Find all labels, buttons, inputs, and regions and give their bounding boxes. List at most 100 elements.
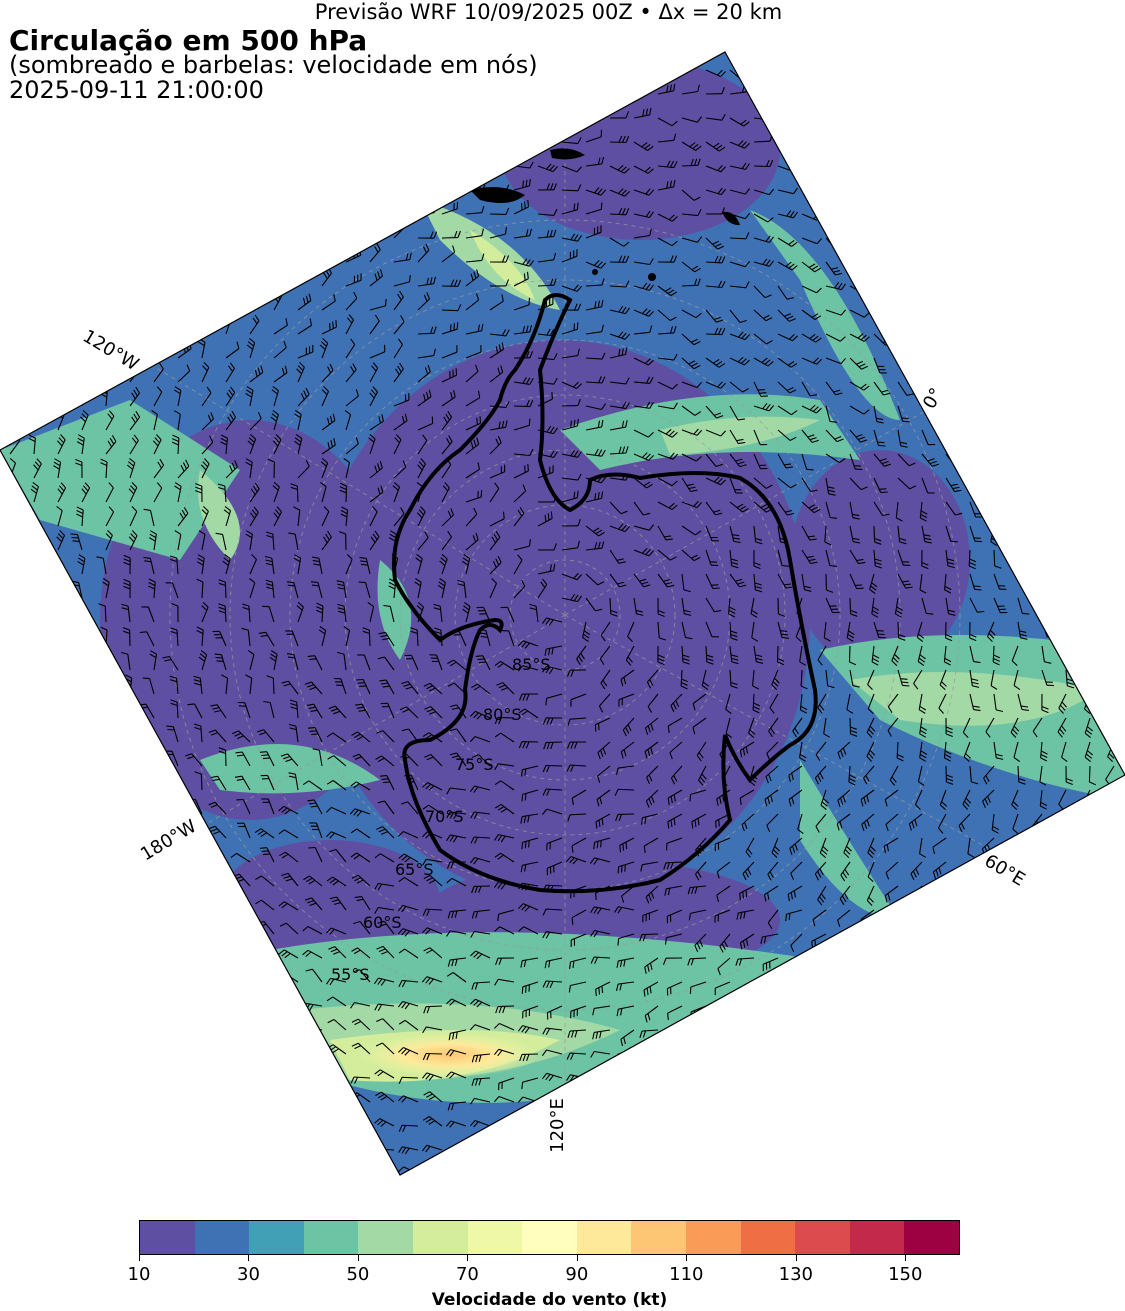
wind-barb-feather [954, 220, 962, 224]
wind-barb-feather [130, 485, 136, 492]
wind-barb-feather [101, 677, 109, 683]
wind-barb-feather [1089, 781, 1097, 786]
wind-barb-feather [88, 127, 93, 135]
wind-barb [705, 573, 714, 589]
wind-barb-feather [17, 99, 22, 107]
wind-barb-feather [429, 231, 434, 239]
wind-barb-feather [250, 488, 256, 496]
wind-barb-feather [980, 286, 987, 292]
wind-barb-feather [541, 617, 547, 624]
wind-barb-feather [425, 243, 430, 251]
wind-barb [585, 136, 602, 143]
wind-barb-feather [821, 801, 828, 807]
wind-barb-feather [262, 853, 271, 856]
wind-barb-feather [697, 818, 700, 826]
wind-barb [1041, 357, 1045, 374]
wind-barb-feather [981, 388, 989, 393]
wind-barb-feather [139, 224, 142, 232]
wind-barb-feather [481, 323, 484, 331]
wind-barb-feather [426, 909, 431, 917]
wind-barb-feather [525, 741, 530, 749]
wind-barb-feather [645, 86, 650, 94]
wind-barb-feather [154, 437, 161, 444]
wind-barb [105, 300, 120, 311]
wind-barb-feather [150, 530, 157, 535]
wind-barb-feather [114, 316, 118, 324]
wind-barb-feather [1109, 677, 1116, 684]
wind-barb [129, 273, 141, 287]
wind-barb-feather [267, 458, 275, 463]
wind-barb-feather [216, 660, 224, 662]
wind-barb [777, 333, 793, 342]
wind-barb-feather [446, 787, 451, 795]
wind-barb-feather [76, 770, 84, 775]
wind-barb [153, 134, 169, 143]
wind-barb-feather [548, 667, 554, 675]
wind-barb-feather [335, 320, 337, 328]
wind-barb [884, 789, 899, 801]
wind-barb [513, 133, 528, 143]
wind-barb-feather [356, 678, 364, 681]
wind-barb-feather [621, 255, 626, 263]
wind-barb [345, 186, 362, 191]
wind-barb-feather [447, 911, 451, 919]
wind-barb [513, 331, 530, 335]
wind-barb-feather [1039, 781, 1047, 786]
wind-barb [214, 801, 227, 815]
wind-barb-feather [694, 886, 698, 894]
wind-barb-feather [203, 362, 210, 368]
wind-barb [297, 510, 301, 527]
wind-barb [406, 706, 419, 719]
wind-barb [81, 629, 84, 647]
wind-barb [393, 281, 410, 287]
wind-barb-feather [996, 757, 1004, 760]
wind-barb [57, 341, 60, 359]
wind-barb-feather [742, 388, 749, 393]
wind-barb [356, 828, 371, 839]
wind-barb-feather [635, 609, 643, 613]
wind-barb-feather [255, 75, 261, 82]
wind-barb-feather [470, 811, 475, 819]
wind-barb-feather [420, 506, 426, 513]
wind-barb-feather [983, 777, 988, 785]
wind-barb-feather [837, 188, 843, 195]
wind-barb-feather [262, 223, 265, 231]
wind-barb-feather [976, 216, 984, 221]
wind-barb [849, 357, 862, 370]
wind-barb-feather [737, 356, 744, 363]
wind-barb-feather [58, 485, 65, 492]
wind-barb-feather [478, 661, 486, 664]
wind-barb-feather [75, 458, 83, 463]
wind-barb-feather [254, 102, 259, 109]
wind-barb-feather [36, 296, 41, 304]
wind-barb-feather [348, 314, 354, 321]
wind-barb-feather [93, 270, 97, 278]
wind-barb [9, 319, 18, 335]
wind-barb [297, 414, 302, 431]
wind-barb-feather [92, 847, 100, 849]
wind-barb [489, 518, 505, 527]
wind-barb-feather [701, 685, 709, 691]
wind-barb [705, 381, 721, 389]
wind-barb-feather [934, 243, 941, 249]
wind-barb [33, 133, 48, 143]
wind-barb-feather [114, 268, 119, 276]
wind-barb-feather [1066, 465, 1073, 470]
wind-barb-feather [549, 183, 554, 191]
wind-barb [1089, 261, 1103, 273]
wind-barb-feather [714, 609, 722, 613]
wind-barb [939, 885, 947, 902]
wind-barb-feather [933, 117, 939, 124]
wind-barb-feather [999, 199, 1007, 202]
wind-barb-feather [1000, 144, 1008, 149]
wind-barb-feather [93, 850, 101, 852]
wind-barb [705, 237, 718, 250]
wind-barb [369, 134, 385, 143]
wind-barb-feather [501, 156, 504, 164]
wind-barb-feather [251, 509, 257, 516]
wind-barb-feather [164, 317, 168, 325]
wind-barb-feather [358, 581, 366, 584]
wind-barb [1017, 549, 1025, 566]
wind-barb [271, 582, 275, 599]
wind-barb-feather [1097, 461, 1105, 465]
